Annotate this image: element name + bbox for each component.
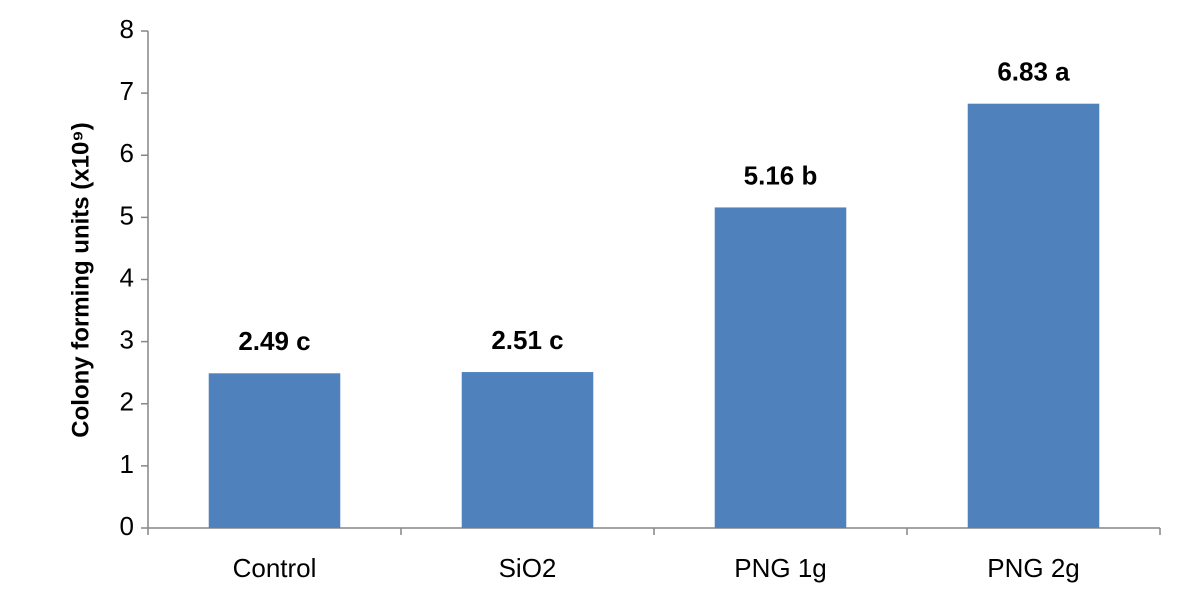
y-tick-label: 3 xyxy=(120,325,134,355)
data-label: 5.16 b xyxy=(744,160,818,190)
bar xyxy=(461,372,594,528)
bar xyxy=(714,207,847,528)
y-tick-label: 8 xyxy=(120,14,134,44)
x-tick-label: SiO2 xyxy=(499,553,557,583)
y-tick-label: 7 xyxy=(120,76,134,106)
y-tick-label: 1 xyxy=(120,449,134,479)
data-label: 2.49 c xyxy=(238,326,310,356)
x-tick-label: PNG 1g xyxy=(734,553,827,583)
y-tick-label: 6 xyxy=(120,138,134,168)
data-label: 2.51 c xyxy=(491,325,563,355)
bar xyxy=(208,373,341,528)
x-tick-label: PNG 2g xyxy=(987,553,1080,583)
y-tick-label: 5 xyxy=(120,200,134,230)
x-tick-label: Control xyxy=(233,553,317,583)
y-axis-label: Colony forming units (x10⁹) xyxy=(67,122,94,437)
y-tick-label: 0 xyxy=(120,511,134,541)
data-label: 6.83 a xyxy=(997,57,1070,87)
bar xyxy=(967,103,1100,528)
y-tick-label: 2 xyxy=(120,387,134,417)
y-tick-label: 4 xyxy=(120,262,134,292)
